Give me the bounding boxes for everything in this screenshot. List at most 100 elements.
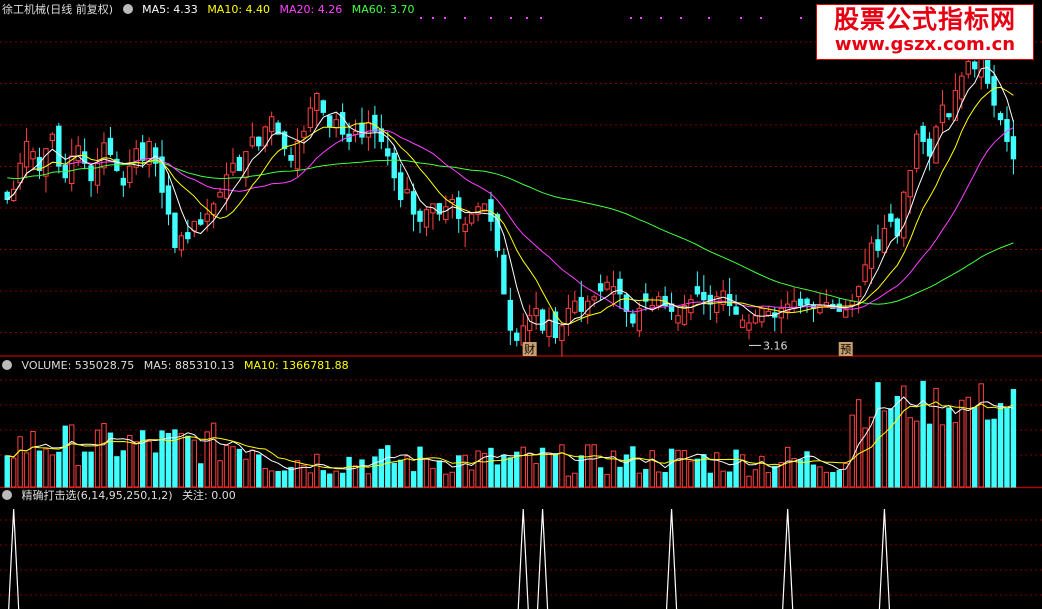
volume-bar: [610, 450, 617, 488]
volume-bar: [365, 473, 372, 488]
settings-dropdown-icon[interactable]: [122, 4, 133, 14]
volume-bar: [249, 449, 256, 488]
price-header: 徐工机械(日线 前复权) MA5: 4.33 MA10: 4.40 MA20: …: [2, 3, 420, 17]
volume-bar: [36, 450, 43, 488]
volume-bar: [327, 473, 333, 488]
candle-body: [546, 319, 552, 338]
candle-body: [133, 148, 139, 168]
volume-bar: [185, 435, 191, 488]
volume-bar: [294, 460, 301, 488]
indicator-dropdown-icon[interactable]: [2, 490, 12, 500]
candle-body: [436, 203, 443, 215]
volume-bar: [565, 475, 572, 488]
candle-body: [430, 203, 436, 214]
volume-bar: [526, 452, 533, 488]
volume-bar: [397, 459, 404, 488]
candle-body: [223, 174, 230, 199]
ma20-line: [6, 127, 1014, 313]
candle-body: [417, 210, 423, 222]
candle-body: [385, 148, 391, 157]
candle-body: [288, 155, 294, 161]
candle-body: [655, 296, 662, 307]
volume-bar: [501, 454, 507, 488]
candle-body: [965, 61, 971, 75]
volume-bar: [301, 464, 307, 488]
volume-bar: [217, 460, 223, 488]
volume-dropdown-icon[interactable]: [2, 360, 12, 370]
volume-bar: [307, 472, 314, 488]
volume-bar: [791, 458, 797, 488]
volume-bar: [43, 448, 49, 488]
volume-bar: [546, 452, 552, 488]
candle-body: [907, 169, 913, 198]
candle-body: [939, 104, 946, 124]
volume-bar: [765, 471, 772, 488]
candle-body: [410, 191, 417, 215]
event-dot: [760, 17, 762, 19]
volume-bar: [69, 424, 75, 488]
signal-spike: [782, 508, 794, 609]
volume-bar: [978, 383, 984, 488]
candle-body: [630, 313, 636, 324]
candle-body: [127, 165, 133, 183]
volume-bar: [759, 455, 765, 488]
candle-body: [359, 122, 365, 138]
candle-body: [804, 298, 810, 305]
candle-body: [449, 199, 455, 204]
badge-yu-box: [838, 342, 853, 356]
candle-body: [198, 219, 204, 225]
candle-body: [88, 165, 94, 182]
volume-ma5-label: MA5: 885310.13: [143, 359, 235, 372]
candle-body: [172, 212, 178, 248]
volume-bar: [475, 450, 481, 488]
candle-body: [185, 232, 191, 240]
candle-body: [397, 172, 404, 201]
volume-bar: [559, 444, 565, 488]
volume-bar: [314, 453, 320, 488]
volume-bar: [10, 457, 17, 488]
volume-bar: [746, 475, 752, 488]
volume-bar: [23, 452, 30, 488]
volume-bar: [984, 419, 991, 488]
volume-bar: [94, 429, 101, 488]
volume-bar: [333, 470, 339, 488]
candle-body: [926, 138, 933, 157]
volume-bar: [430, 467, 436, 488]
volume-bar: [862, 427, 868, 488]
volume-bar: [62, 425, 68, 488]
event-dot: [444, 17, 446, 19]
candle-body: [507, 299, 514, 331]
candle-body: [733, 306, 739, 315]
candle-body: [552, 311, 559, 338]
volume-bar: [726, 471, 733, 488]
candle-body: [36, 157, 43, 171]
low-marker-label: 3.16: [763, 339, 788, 352]
volume-bar: [281, 470, 288, 488]
volume-bar: [604, 473, 610, 488]
event-dot: [640, 17, 642, 19]
volume-bar: [578, 455, 584, 488]
volume-bar: [739, 454, 746, 488]
stock-title[interactable]: 徐工机械(日线 前复权): [2, 3, 114, 16]
volume-bar: [823, 471, 830, 488]
candle-body: [178, 235, 185, 251]
candle-body: [230, 162, 236, 173]
volume-bar: [797, 459, 804, 488]
candle-body: [268, 116, 275, 133]
candle-body: [714, 296, 720, 313]
volume-bar: [346, 456, 352, 488]
volume-bar: [159, 430, 165, 488]
volume-bar: [210, 422, 217, 488]
candle-body: [43, 148, 49, 177]
candle-body: [75, 145, 81, 162]
candle-body: [165, 185, 172, 215]
volume-bar: [417, 446, 423, 488]
volume-bar: [320, 470, 326, 488]
ma10-line: [6, 86, 1014, 325]
candle-body: [901, 191, 907, 239]
volume-bar: [991, 418, 997, 488]
candle-body: [875, 239, 881, 251]
volume-bar: [146, 441, 152, 488]
candle-body: [959, 75, 965, 100]
